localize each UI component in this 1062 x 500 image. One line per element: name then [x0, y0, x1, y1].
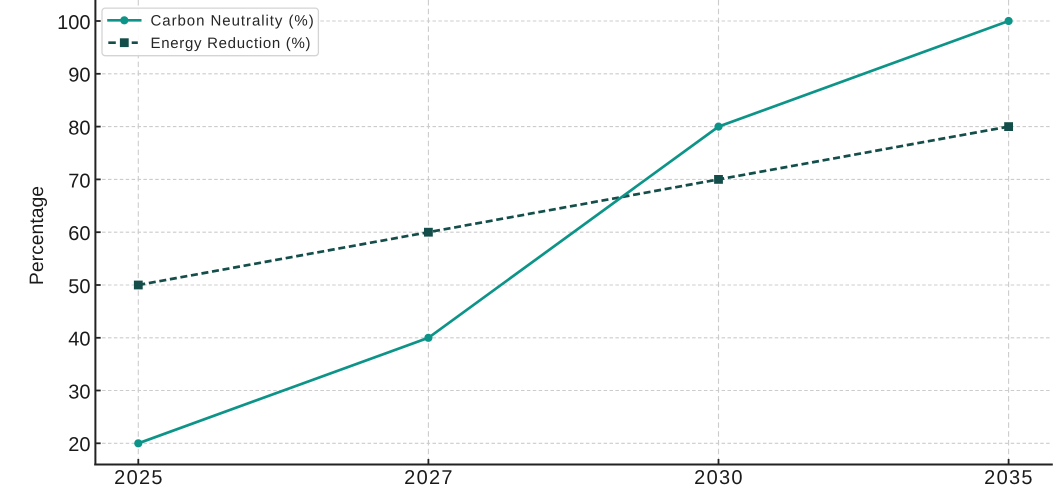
svg-text:80: 80 [68, 118, 90, 140]
svg-text:Percentage: Percentage [26, 186, 48, 285]
svg-text:2027: 2027 [404, 467, 454, 489]
svg-text:2035: 2035 [984, 467, 1034, 489]
svg-text:Carbon Neutrality (%): Carbon Neutrality (%) [151, 12, 315, 29]
svg-text:40: 40 [68, 329, 90, 351]
svg-text:50: 50 [68, 276, 90, 298]
svg-text:20: 20 [68, 434, 90, 456]
svg-text:Energy Reduction (%): Energy Reduction (%) [151, 35, 312, 52]
svg-text:30: 30 [68, 381, 90, 403]
svg-text:90: 90 [68, 65, 90, 87]
svg-text:100: 100 [57, 12, 90, 34]
svg-text:2025: 2025 [114, 467, 164, 489]
svg-text:60: 60 [68, 223, 90, 245]
svg-text:2030: 2030 [694, 467, 744, 489]
svg-text:70: 70 [68, 170, 90, 192]
